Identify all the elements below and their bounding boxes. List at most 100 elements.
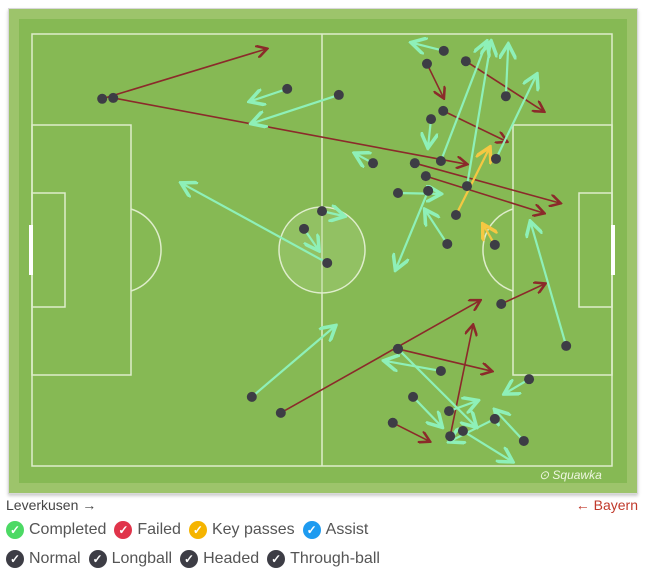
pass-origin-dot[interactable] bbox=[420, 171, 431, 182]
pass-origin-dot[interactable] bbox=[322, 257, 333, 268]
pass-origin-dot[interactable] bbox=[317, 206, 327, 217]
pass-origin-dot[interactable] bbox=[438, 45, 449, 56]
pass-origin-dot[interactable] bbox=[409, 158, 420, 169]
legend-normal[interactable]: ✓ Normal bbox=[6, 550, 81, 568]
pass-origin-dot[interactable] bbox=[518, 435, 529, 446]
check-icon: ✓ bbox=[180, 550, 199, 568]
pass-origin-dot[interactable] bbox=[421, 58, 432, 69]
pass-origin-dot[interactable] bbox=[423, 185, 434, 196]
pass-arrow-completed[interactable] bbox=[253, 93, 340, 123]
pass-origin-dot[interactable] bbox=[392, 343, 403, 354]
pass-origin-dot[interactable] bbox=[108, 92, 119, 103]
pass-origin-dot[interactable] bbox=[457, 426, 468, 437]
pass-arrow-completed[interactable] bbox=[496, 411, 525, 442]
check-icon: ✓ bbox=[6, 521, 24, 539]
pass-arrow-failed[interactable] bbox=[280, 301, 479, 414]
legend-longball[interactable]: ✓ Longball bbox=[88, 550, 173, 568]
pass-origin-dot[interactable] bbox=[462, 181, 472, 192]
pass-arrow-failed[interactable] bbox=[101, 49, 266, 100]
legend-label: Normal bbox=[29, 550, 81, 567]
pass-origin-dot[interactable] bbox=[435, 156, 446, 167]
pass-origin-dot[interactable] bbox=[444, 406, 455, 417]
pass-arrow-completed[interactable] bbox=[412, 396, 441, 426]
squawka-watermark: ⊙ Squawka bbox=[539, 468, 602, 482]
legend-key-passes[interactable]: ✓ Key passes bbox=[188, 521, 295, 539]
pass-arrow-failed[interactable] bbox=[465, 60, 543, 111]
pass-arrow-completed[interactable] bbox=[397, 193, 439, 194]
pass-arrow-completed[interactable] bbox=[426, 211, 449, 245]
pass-origin-dot[interactable] bbox=[561, 340, 572, 351]
pass-arrow-completed[interactable] bbox=[462, 430, 511, 461]
pass-arrow-failed[interactable] bbox=[414, 162, 559, 203]
pass-arrow-failed[interactable] bbox=[426, 63, 443, 97]
legend-label: Longball bbox=[111, 550, 173, 567]
pass-origin-dot[interactable] bbox=[489, 413, 500, 424]
pass-arrow-failed[interactable] bbox=[425, 175, 543, 213]
goal-left bbox=[29, 225, 33, 275]
pass-origin-dot[interactable] bbox=[282, 83, 293, 94]
pass-origin-dot[interactable] bbox=[426, 114, 437, 125]
pass-arrow-failed[interactable] bbox=[397, 348, 491, 371]
check-icon: ✓ bbox=[267, 550, 286, 568]
pass-arrow-completed[interactable] bbox=[396, 190, 430, 268]
pass-origin-dot[interactable] bbox=[496, 299, 507, 309]
centre-circle-fill bbox=[280, 208, 364, 292]
pass-arrow-completed[interactable] bbox=[531, 223, 568, 347]
pass-origin-dot[interactable] bbox=[246, 391, 257, 402]
pass-arrow-completed[interactable] bbox=[251, 87, 288, 101]
pass-arrow-completed[interactable] bbox=[451, 417, 496, 441]
pass-arrow-failed[interactable] bbox=[392, 422, 429, 441]
legend-headed[interactable]: ✓ Headed bbox=[180, 550, 259, 568]
home-team-label: Leverkusen → bbox=[6, 497, 97, 513]
pass-arrow-failed[interactable] bbox=[449, 326, 473, 437]
pass-arrow-completed[interactable] bbox=[413, 43, 445, 51]
pass-origin-dot[interactable] bbox=[275, 407, 286, 418]
check-icon: ✓ bbox=[302, 521, 321, 539]
pitch-frame: ⊙ Squawka bbox=[8, 8, 638, 494]
legend-label: Assist bbox=[325, 521, 369, 538]
pass-origin-dot[interactable] bbox=[491, 153, 501, 164]
pass-origin-dot[interactable] bbox=[97, 93, 108, 104]
pass-arrow-failed[interactable] bbox=[113, 97, 466, 164]
pass-arrow-completed[interactable] bbox=[506, 46, 508, 97]
check-icon: ✓ bbox=[188, 521, 207, 539]
legend-assist[interactable]: ✓ Assist bbox=[302, 521, 369, 539]
legend-failed[interactable]: ✓ Failed bbox=[114, 521, 181, 539]
pass-arrow-completed[interactable] bbox=[439, 43, 486, 162]
pass-origin-dot[interactable] bbox=[333, 89, 344, 100]
check-icon: ✓ bbox=[88, 550, 107, 568]
pass-arrow-completed[interactable] bbox=[465, 43, 491, 187]
pass-arrow-key[interactable] bbox=[454, 149, 489, 216]
goal-right bbox=[611, 225, 615, 275]
pass-origin-dot[interactable] bbox=[445, 431, 456, 442]
pass-origin-dot[interactable] bbox=[500, 91, 511, 102]
pass-origin-dot[interactable] bbox=[387, 417, 398, 428]
pass-origin-dot[interactable] bbox=[408, 391, 419, 402]
legend-label: Through-ball bbox=[290, 550, 380, 567]
pass-origin-dot[interactable] bbox=[299, 223, 310, 234]
pitch: ⊙ Squawka bbox=[19, 19, 627, 483]
pass-arrow-completed[interactable] bbox=[251, 327, 334, 398]
pass-arrow-completed[interactable] bbox=[183, 184, 328, 264]
check-icon: ✓ bbox=[6, 550, 24, 568]
legend-label: Key passes bbox=[211, 521, 295, 538]
check-icon: ✓ bbox=[114, 521, 133, 539]
pass-origin-dot[interactable] bbox=[438, 105, 449, 116]
pass-arrow-failed[interactable] bbox=[500, 284, 544, 305]
pass-origin-dot[interactable] bbox=[450, 210, 461, 221]
pass-origin-dot[interactable] bbox=[435, 365, 446, 376]
legend-through-ball[interactable]: ✓ Through-ball bbox=[267, 550, 380, 568]
legend-label: Headed bbox=[203, 550, 260, 567]
pass-origin-dot[interactable] bbox=[392, 187, 403, 198]
pass-origin-dot[interactable] bbox=[368, 158, 379, 169]
pass-arrow-completed[interactable] bbox=[386, 361, 442, 373]
pass-arrow-failed[interactable] bbox=[442, 110, 506, 141]
legend-completed[interactable]: ✓ Completed bbox=[6, 521, 106, 539]
outcome-legend: ✓ Completed ✓ Failed ✓ Key passes ✓ Assist bbox=[6, 521, 368, 539]
pass-origin-dot[interactable] bbox=[442, 238, 453, 249]
pass-origin-dot[interactable] bbox=[524, 374, 535, 385]
pass-origin-dot[interactable] bbox=[489, 239, 500, 250]
legend-label: Failed bbox=[137, 521, 181, 538]
pass-arrow-completed[interactable] bbox=[495, 76, 536, 160]
pass-origin-dot[interactable] bbox=[460, 56, 471, 67]
